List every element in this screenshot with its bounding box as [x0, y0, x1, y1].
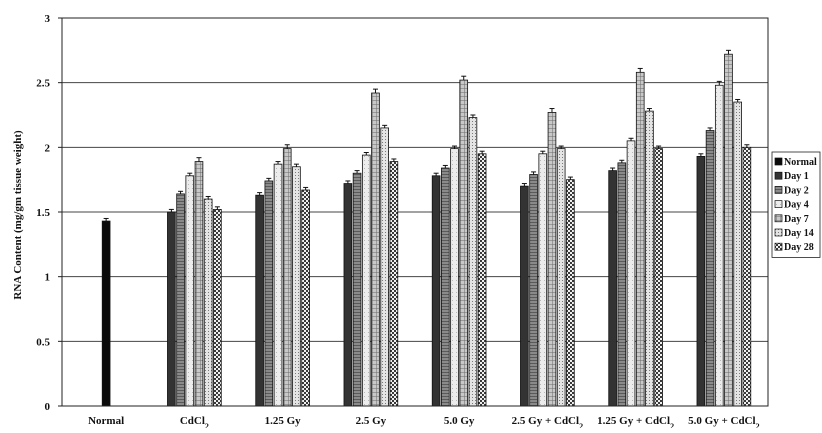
bar	[101, 220, 111, 407]
bar	[282, 148, 292, 407]
y-tick-label: 1	[45, 272, 51, 284]
legend-label: Normal	[784, 157, 817, 168]
bar	[371, 92, 380, 407]
y-tick-label: 1.5	[36, 207, 50, 219]
bar	[566, 179, 575, 407]
bar	[343, 183, 353, 407]
bar	[194, 161, 204, 407]
legend-swatch	[774, 200, 783, 208]
legend-label: Day 28	[784, 242, 814, 253]
legend-swatch	[774, 242, 783, 251]
bar	[705, 130, 715, 407]
axes: 0 0.5 1 1.5 2 2.5 3 Normal CdCl2 1.25 Gy 2.5 Gy 5.0…	[36, 13, 769, 431]
legend-swatch	[774, 171, 783, 180]
legend-label: Day 14	[784, 228, 814, 239]
bar	[264, 180, 274, 407]
y-tick-label: 2	[45, 142, 51, 154]
bar	[477, 153, 487, 407]
bar	[520, 185, 529, 407]
bar	[547, 112, 557, 407]
bar	[450, 148, 459, 407]
x-category-label: 2.5 Gy	[356, 415, 387, 427]
bar	[167, 211, 176, 407]
legend-swatch	[774, 228, 783, 237]
x-category-label: 2.5 Gy + CdCl2	[512, 415, 583, 428]
bar	[714, 84, 724, 407]
bar	[459, 79, 469, 407]
y-tick-label: 2.5	[36, 78, 50, 90]
bar	[301, 189, 310, 407]
bar	[645, 110, 654, 407]
bar	[389, 161, 399, 407]
bar	[255, 194, 264, 407]
y-tick-label: 0.5	[36, 336, 50, 348]
bar	[213, 209, 222, 407]
bar	[203, 198, 213, 407]
bar	[529, 174, 538, 407]
legend-label: Day 4	[784, 200, 809, 211]
bar	[626, 140, 636, 407]
y-axis-title-group: RNA Content (mg/gm tissue weight)	[12, 130, 24, 300]
y-tick-label: 3	[45, 13, 51, 25]
x-category-label: Normal	[88, 415, 124, 427]
legend-swatch	[774, 157, 783, 166]
bar	[185, 175, 195, 407]
bar	[538, 153, 548, 407]
x-category-label: CdCl2	[180, 415, 209, 428]
legend-swatch	[774, 186, 783, 194]
bar	[608, 170, 617, 407]
plot-frame	[61, 17, 769, 407]
y-axis-title: RNA Content (mg/gm tissue weight)	[12, 130, 24, 300]
bar	[617, 162, 627, 407]
legend-label: Day 1	[784, 171, 809, 182]
bar	[696, 155, 706, 407]
bar	[635, 71, 645, 407]
bar	[352, 172, 362, 407]
bar	[431, 175, 441, 407]
legend-swatch	[774, 214, 783, 223]
bar	[292, 166, 301, 407]
bar	[441, 167, 450, 407]
bar	[380, 127, 389, 407]
legend-label: Day 7	[784, 214, 809, 225]
legend-label: Day 2	[784, 185, 809, 196]
bar	[361, 154, 371, 407]
bar	[733, 101, 742, 407]
bar	[556, 148, 566, 407]
bar	[724, 53, 733, 407]
x-category-label: 1.25 Gy	[265, 415, 302, 427]
bar	[273, 163, 283, 407]
bar	[468, 117, 478, 407]
legend: Normal Day 1 Day 2 Day 4 Day 7 Day 14 Day 28	[771, 151, 821, 258]
bars	[101, 49, 752, 407]
bar	[742, 146, 752, 407]
bar	[654, 148, 663, 407]
x-category-label: 5.0 Gy + CdCl2	[688, 415, 759, 428]
bar	[176, 193, 185, 407]
y-tick-label: 0	[45, 401, 51, 413]
x-category-label: 1.25 Gy + CdCl2	[597, 415, 674, 428]
x-category-label: 5.0 Gy	[444, 415, 475, 427]
